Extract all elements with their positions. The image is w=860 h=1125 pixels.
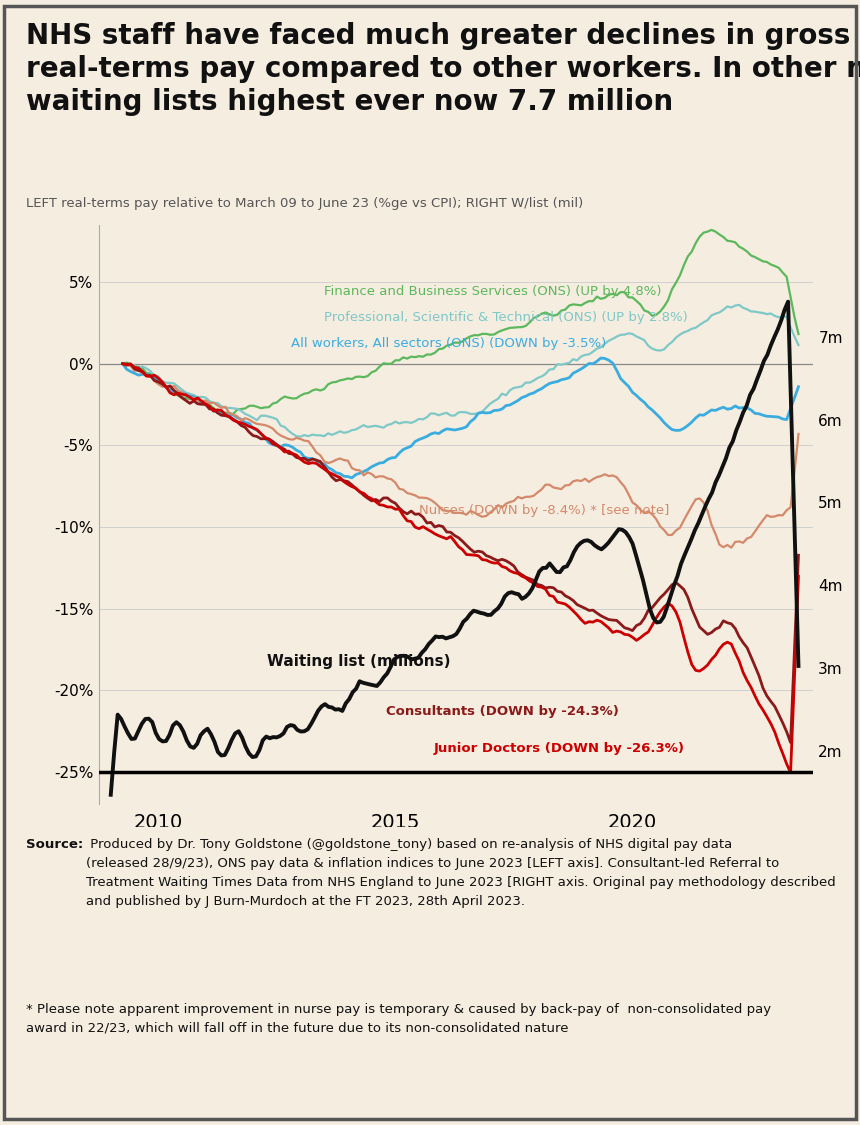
Text: Source:: Source: (26, 838, 83, 850)
Text: Nurses (DOWN by -8.4%) * [see note]: Nurses (DOWN by -8.4%) * [see note] (419, 504, 669, 516)
Text: Junior Doctors (DOWN by -26.3%): Junior Doctors (DOWN by -26.3%) (433, 742, 685, 755)
Text: Consultants (DOWN by -24.3%): Consultants (DOWN by -24.3%) (386, 704, 618, 718)
Text: Finance and Business Services (ONS) (UP by 4.8%): Finance and Business Services (ONS) (UP … (324, 285, 661, 298)
Text: All workers, All sectors (ONS) (DOWN by -3.5%): All workers, All sectors (ONS) (DOWN by … (291, 338, 606, 350)
Text: Professional, Scientific & Technical (ONS) (UP by 2.8%): Professional, Scientific & Technical (ON… (324, 312, 688, 324)
Text: * Please note apparent improvement in nurse pay is temporary & caused by back-pa: * Please note apparent improvement in nu… (26, 1004, 771, 1035)
Text: NHS staff have faced much greater declines in gross
real-terms pay compared to o: NHS staff have faced much greater declin… (26, 22, 860, 116)
Text: Produced by Dr. Tony Goldstone (@goldstone_tony) based on re-analysis of NHS dig: Produced by Dr. Tony Goldstone (@goldsto… (86, 838, 835, 908)
Text: Waiting list (millions): Waiting list (millions) (267, 654, 451, 668)
Text: LEFT real-terms pay relative to March 09 to June 23 (%ge vs CPI); RIGHT W/list (: LEFT real-terms pay relative to March 09… (26, 197, 583, 209)
